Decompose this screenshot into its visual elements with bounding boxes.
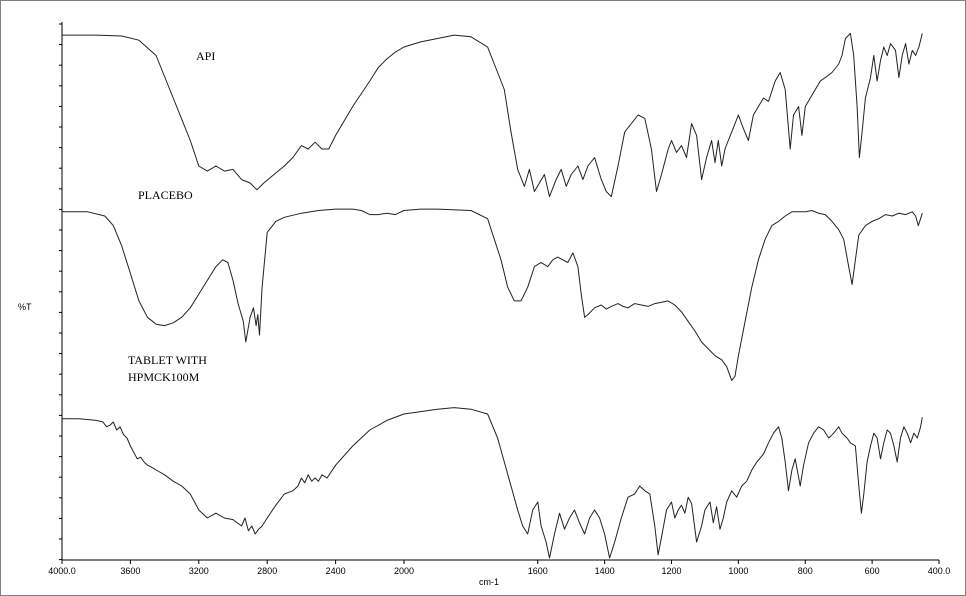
tablet-label-line1: TABLET WITH: [128, 353, 207, 367]
series-line-1: [62, 32, 923, 198]
series-line-3: [62, 407, 923, 559]
x-tick-label: 4000.0: [48, 566, 76, 576]
x-tick-label: 2400: [326, 566, 346, 576]
api-label: API: [196, 49, 215, 63]
placebo-label: PLACEBO: [138, 188, 193, 202]
x-tick-label: 1400: [595, 566, 615, 576]
x-tick-label: 400.0: [928, 566, 951, 576]
tablet-label-line2: HPMCK100M: [128, 370, 200, 384]
series-line-2: [62, 208, 923, 381]
x-axis-label: cm-1: [479, 577, 499, 587]
x-tick-label: 1600: [528, 566, 548, 576]
y-axis-label: %T: [18, 302, 32, 312]
x-tick-label: 1000: [728, 566, 748, 576]
x-tick-label: 3200: [189, 566, 209, 576]
x-tick-label: 600: [865, 566, 880, 576]
x-tick-label: 2800: [257, 566, 277, 576]
x-tick-label: 1200: [661, 566, 681, 576]
x-tick-label: 3600: [120, 566, 140, 576]
x-tick-label: 800: [798, 566, 813, 576]
x-tick-label: 2000: [394, 566, 414, 576]
